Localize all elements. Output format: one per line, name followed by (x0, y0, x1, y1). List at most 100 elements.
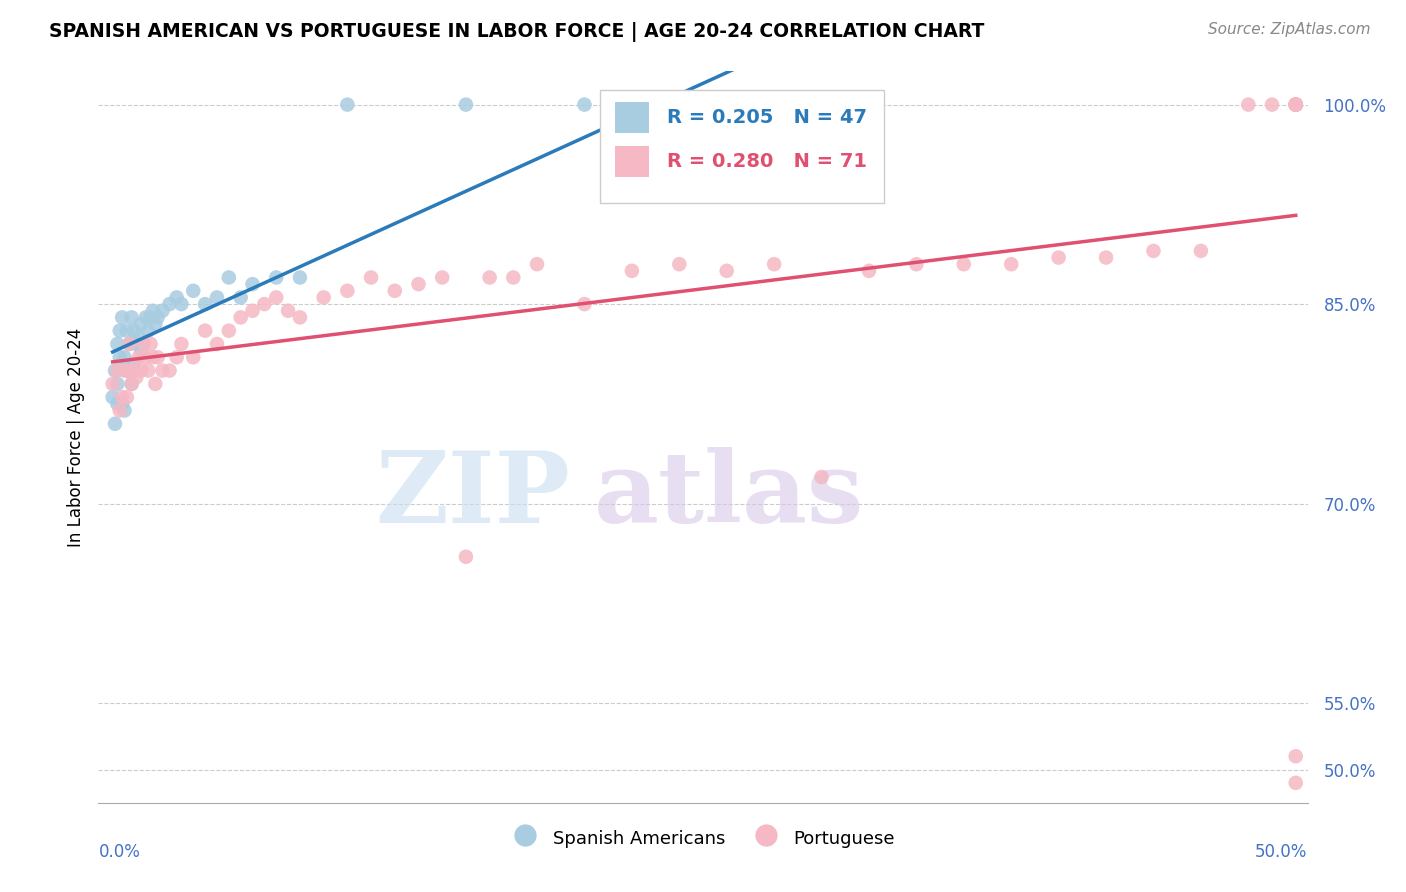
Point (139, 337, 162, 351)
Text: atlas: atlas (595, 447, 865, 544)
Point (122, 324, 145, 338)
Point (312, 290, 335, 304)
Point (218, 324, 240, 338)
Point (1285, 749, 1308, 764)
Text: Source: ZipAtlas.com: Source: ZipAtlas.com (1208, 22, 1371, 37)
Point (905, 257, 928, 271)
Point (763, 257, 786, 271)
Point (135, 351, 157, 365)
Legend: Spanish Americans, Portuguese: Spanish Americans, Portuguese (503, 820, 903, 856)
Point (118, 363, 141, 377)
Point (1142, 244, 1164, 258)
Point (384, 284, 406, 298)
Point (1285, 97, 1308, 112)
Point (360, 270, 382, 285)
Point (1095, 251, 1118, 265)
Point (125, 370, 148, 384)
Point (408, 277, 430, 292)
Point (132, 337, 155, 351)
Point (1285, 97, 1308, 112)
Point (432, 270, 454, 285)
Point (336, 284, 359, 298)
Point (101, 390, 124, 404)
Text: R = 0.205   N = 47: R = 0.205 N = 47 (666, 108, 866, 127)
Point (264, 270, 287, 285)
Point (143, 376, 166, 391)
Point (205, 337, 228, 351)
Point (136, 363, 159, 377)
Point (574, 297, 596, 311)
Point (166, 351, 188, 365)
Point (159, 297, 181, 311)
Point (114, 351, 136, 365)
Point (229, 290, 252, 304)
Point (1285, 97, 1308, 112)
Point (115, 324, 138, 338)
Point (166, 290, 188, 304)
Point (121, 310, 143, 325)
Point (104, 363, 127, 377)
Point (170, 337, 193, 351)
Point (810, 97, 832, 112)
Point (136, 324, 159, 338)
Point (142, 351, 165, 365)
Point (111, 390, 134, 404)
Point (454, 549, 477, 564)
Point (105, 376, 128, 391)
Point (454, 97, 477, 112)
Point (121, 376, 143, 391)
Point (108, 351, 131, 365)
Point (952, 257, 974, 271)
Point (146, 351, 169, 365)
Point (1285, 776, 1308, 790)
Point (128, 330, 150, 344)
Point (105, 363, 128, 377)
Point (1261, 97, 1284, 112)
Point (205, 290, 228, 304)
Text: 0.0%: 0.0% (98, 843, 141, 861)
Point (181, 284, 204, 298)
Point (1189, 244, 1212, 258)
Point (253, 297, 276, 311)
Point (574, 97, 596, 112)
Point (288, 270, 311, 285)
Point (1285, 97, 1308, 112)
Point (129, 317, 152, 331)
Point (114, 403, 136, 417)
Point (142, 303, 165, 318)
Point (108, 324, 131, 338)
Text: ZIP: ZIP (375, 447, 569, 544)
Point (194, 324, 217, 338)
Point (1285, 97, 1308, 112)
Point (129, 363, 152, 377)
Point (115, 363, 138, 377)
Point (1285, 97, 1308, 112)
Point (132, 337, 155, 351)
Point (139, 310, 162, 325)
Point (181, 351, 204, 365)
Text: 50.0%: 50.0% (1256, 843, 1308, 861)
Point (336, 97, 359, 112)
Point (105, 337, 128, 351)
Point (125, 337, 148, 351)
FancyBboxPatch shape (600, 90, 884, 203)
Point (129, 343, 152, 358)
Point (194, 297, 217, 311)
Point (152, 303, 174, 318)
Point (143, 317, 166, 331)
Point (288, 310, 311, 325)
Point (1285, 97, 1308, 112)
Text: SPANISH AMERICAN VS PORTUGUESE IN LABOR FORCE | AGE 20-24 CORRELATION CHART: SPANISH AMERICAN VS PORTUGUESE IN LABOR … (49, 22, 984, 42)
Y-axis label: In Labor Force | Age 20-24: In Labor Force | Age 20-24 (66, 327, 84, 547)
Bar (614, 146, 648, 177)
Point (242, 277, 264, 292)
Point (264, 290, 287, 304)
Point (668, 257, 690, 271)
Point (1285, 97, 1308, 112)
Point (242, 303, 264, 318)
Point (1000, 257, 1022, 271)
Point (1047, 251, 1070, 265)
Point (122, 357, 145, 371)
Point (229, 310, 252, 325)
Point (121, 376, 143, 391)
